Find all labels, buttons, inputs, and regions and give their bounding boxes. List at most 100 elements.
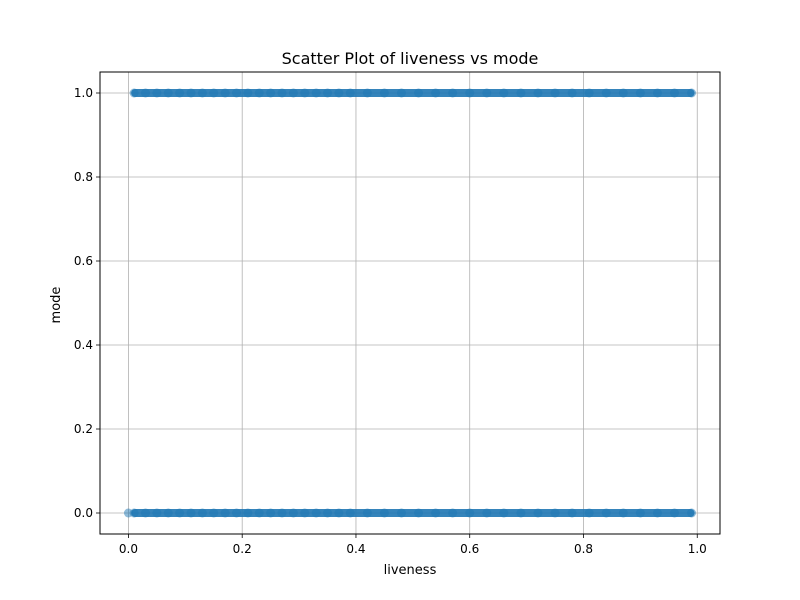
data-point [311, 88, 321, 98]
data-point [141, 508, 151, 518]
data-point [601, 88, 611, 98]
data-point [652, 508, 662, 518]
y-tick-label: 0.2 [74, 422, 93, 436]
data-point [334, 88, 344, 98]
data-point [396, 508, 406, 518]
data-point [175, 508, 185, 518]
y-tick-label: 0.0 [74, 506, 93, 520]
data-point [152, 508, 162, 518]
x-axis-label: liveness [384, 563, 437, 578]
data-point [635, 88, 645, 98]
data-point [396, 88, 406, 98]
data-point [129, 508, 139, 518]
data-point [448, 88, 458, 98]
data-point [516, 508, 526, 518]
data-point [345, 88, 355, 98]
plot-frame [99, 71, 721, 535]
data-point [379, 88, 389, 98]
data-point [499, 508, 509, 518]
x-axis-ticks: 0.0 0.2 0.4 0.6 0.8 1.0 [119, 534, 707, 556]
data-point [163, 88, 173, 98]
data-point [288, 88, 298, 98]
data-point [300, 508, 310, 518]
data-point [197, 508, 207, 518]
data-point [141, 88, 151, 98]
data-point [129, 88, 139, 98]
data-point [209, 508, 219, 518]
data-point [254, 508, 264, 518]
data-point [197, 88, 207, 98]
y-tick-label: 1.0 [74, 86, 93, 100]
data-point [300, 88, 310, 98]
data-point [482, 508, 492, 518]
data-point [277, 88, 287, 98]
data-point [277, 508, 287, 518]
y-tick-label: 0.8 [74, 170, 93, 184]
data-point [232, 508, 242, 518]
data-point [362, 88, 372, 98]
data-point [687, 508, 697, 518]
data-point [362, 508, 372, 518]
data-point [465, 508, 475, 518]
data-point [379, 508, 389, 518]
chart-title: Scatter Plot of liveness vs mode [282, 49, 539, 68]
data-point [669, 508, 679, 518]
data-point [243, 88, 253, 98]
data-point [635, 508, 645, 518]
data-point [323, 88, 333, 98]
data-point [431, 88, 441, 98]
data-point [175, 88, 185, 98]
data-point [465, 88, 475, 98]
data-points [123, 88, 697, 518]
data-point [652, 88, 662, 98]
data-point [152, 88, 162, 98]
data-point [323, 508, 333, 518]
data-point [533, 508, 543, 518]
data-point [220, 508, 230, 518]
data-point [243, 508, 253, 518]
data-point [186, 508, 196, 518]
data-point [499, 88, 509, 98]
data-point [584, 88, 594, 98]
x-tick-label: 0.6 [460, 542, 479, 556]
data-point [163, 508, 173, 518]
data-point [254, 88, 264, 98]
data-point [431, 508, 441, 518]
grid-lines [100, 72, 720, 534]
data-point [266, 88, 276, 98]
data-point [567, 88, 577, 98]
data-point [311, 508, 321, 518]
data-point [533, 88, 543, 98]
data-point [482, 88, 492, 98]
data-point [345, 508, 355, 518]
data-point [288, 508, 298, 518]
y-tick-label: 0.6 [74, 254, 93, 268]
data-point [618, 508, 628, 518]
data-point [266, 508, 276, 518]
data-point [232, 88, 242, 98]
data-point [584, 508, 594, 518]
y-tick-label: 0.4 [74, 338, 93, 352]
x-tick-label: 1.0 [688, 542, 707, 556]
data-point [220, 88, 230, 98]
data-point [334, 508, 344, 518]
data-point [669, 88, 679, 98]
x-tick-label: 0.0 [119, 542, 138, 556]
data-point [550, 88, 560, 98]
data-point [186, 88, 196, 98]
x-tick-label: 0.4 [346, 542, 365, 556]
data-point [601, 508, 611, 518]
y-axis-label: mode [49, 287, 64, 324]
x-tick-label: 0.2 [233, 542, 252, 556]
data-point [618, 88, 628, 98]
data-point [448, 508, 458, 518]
data-point [414, 508, 424, 518]
data-point [209, 88, 219, 98]
data-point [567, 508, 577, 518]
data-point [516, 88, 526, 98]
data-point [550, 508, 560, 518]
data-point [414, 88, 424, 98]
x-tick-label: 0.8 [574, 542, 593, 556]
